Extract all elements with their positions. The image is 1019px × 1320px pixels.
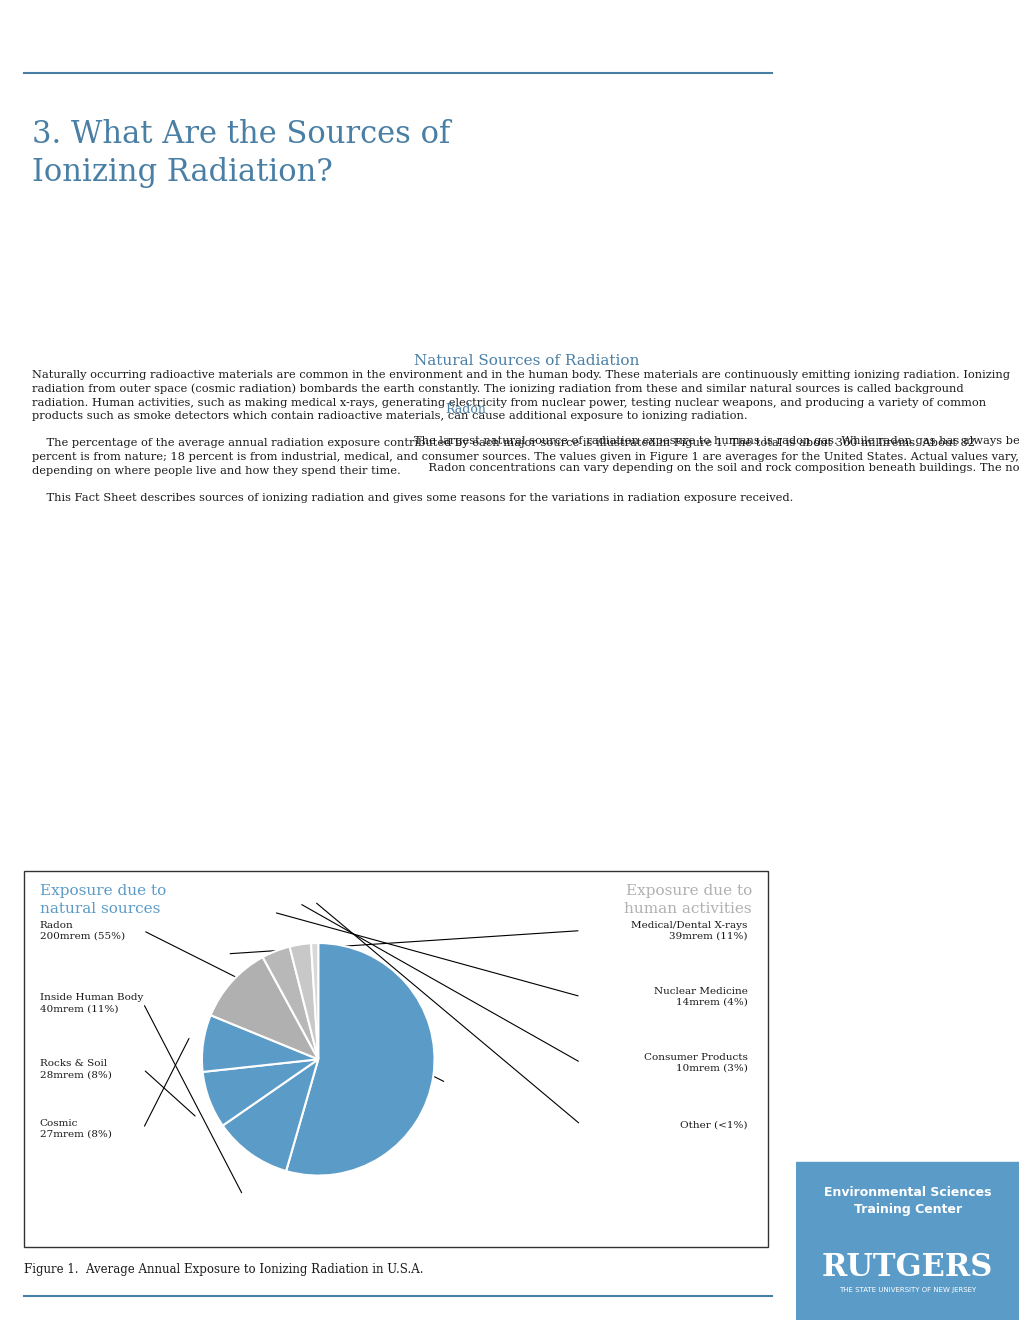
Text: Radon: Radon xyxy=(445,403,486,416)
Text: Other (<1%): Other (<1%) xyxy=(680,1121,747,1129)
Text: Natural Sources of Radiation: Natural Sources of Radiation xyxy=(414,354,639,368)
Wedge shape xyxy=(311,942,318,1059)
Wedge shape xyxy=(211,957,318,1059)
Wedge shape xyxy=(263,946,318,1059)
Text: Figure 1.  Average Annual Exposure to Ionizing Radiation in U.S.A.: Figure 1. Average Annual Exposure to Ion… xyxy=(23,1263,423,1276)
Text: RUTGERS: RUTGERS xyxy=(821,1251,993,1283)
Wedge shape xyxy=(289,944,318,1059)
Text: Exposure due to
human activities: Exposure due to human activities xyxy=(624,884,751,916)
Wedge shape xyxy=(203,1059,318,1126)
Wedge shape xyxy=(286,942,434,1176)
Text: Medical/Dental X-rays
39mrem (11%): Medical/Dental X-rays 39mrem (11%) xyxy=(631,920,747,941)
FancyBboxPatch shape xyxy=(23,871,767,1247)
Text: Radon
200mrem (55%): Radon 200mrem (55%) xyxy=(40,920,124,941)
Text: Exposure due to
natural sources: Exposure due to natural sources xyxy=(40,884,166,916)
Text: Naturally occurring radioactive materials are common in the environment and in t: Naturally occurring radioactive material… xyxy=(32,370,1018,503)
Text: Environmental Sciences
Training Center: Environmental Sciences Training Center xyxy=(823,1187,990,1216)
Text: Nuclear Medicine
14mrem (4%): Nuclear Medicine 14mrem (4%) xyxy=(653,986,747,1007)
Text: Cosmic
27mrem (8%): Cosmic 27mrem (8%) xyxy=(40,1118,111,1139)
Text: fact
sheet: fact sheet xyxy=(767,273,1019,466)
Wedge shape xyxy=(202,1015,318,1072)
Text: THE STATE UNIVERSITY OF NEW JERSEY: THE STATE UNIVERSITY OF NEW JERSEY xyxy=(839,1287,975,1294)
Text: Inside Human Body
40mrem (11%): Inside Human Body 40mrem (11%) xyxy=(40,993,143,1014)
Bar xyxy=(795,1162,1019,1320)
Text: 3. What Are the Sources of
Ionizing Radiation?: 3. What Are the Sources of Ionizing Radi… xyxy=(32,119,449,187)
Text: The largest natural source of radiation exposure to humans is radon gas. While r: The largest natural source of radiation … xyxy=(414,436,1019,474)
Wedge shape xyxy=(222,1059,318,1171)
Text: Consumer Products
10mrem (3%): Consumer Products 10mrem (3%) xyxy=(643,1052,747,1073)
Text: Rocks & Soil
28mrem (8%): Rocks & Soil 28mrem (8%) xyxy=(40,1059,111,1080)
